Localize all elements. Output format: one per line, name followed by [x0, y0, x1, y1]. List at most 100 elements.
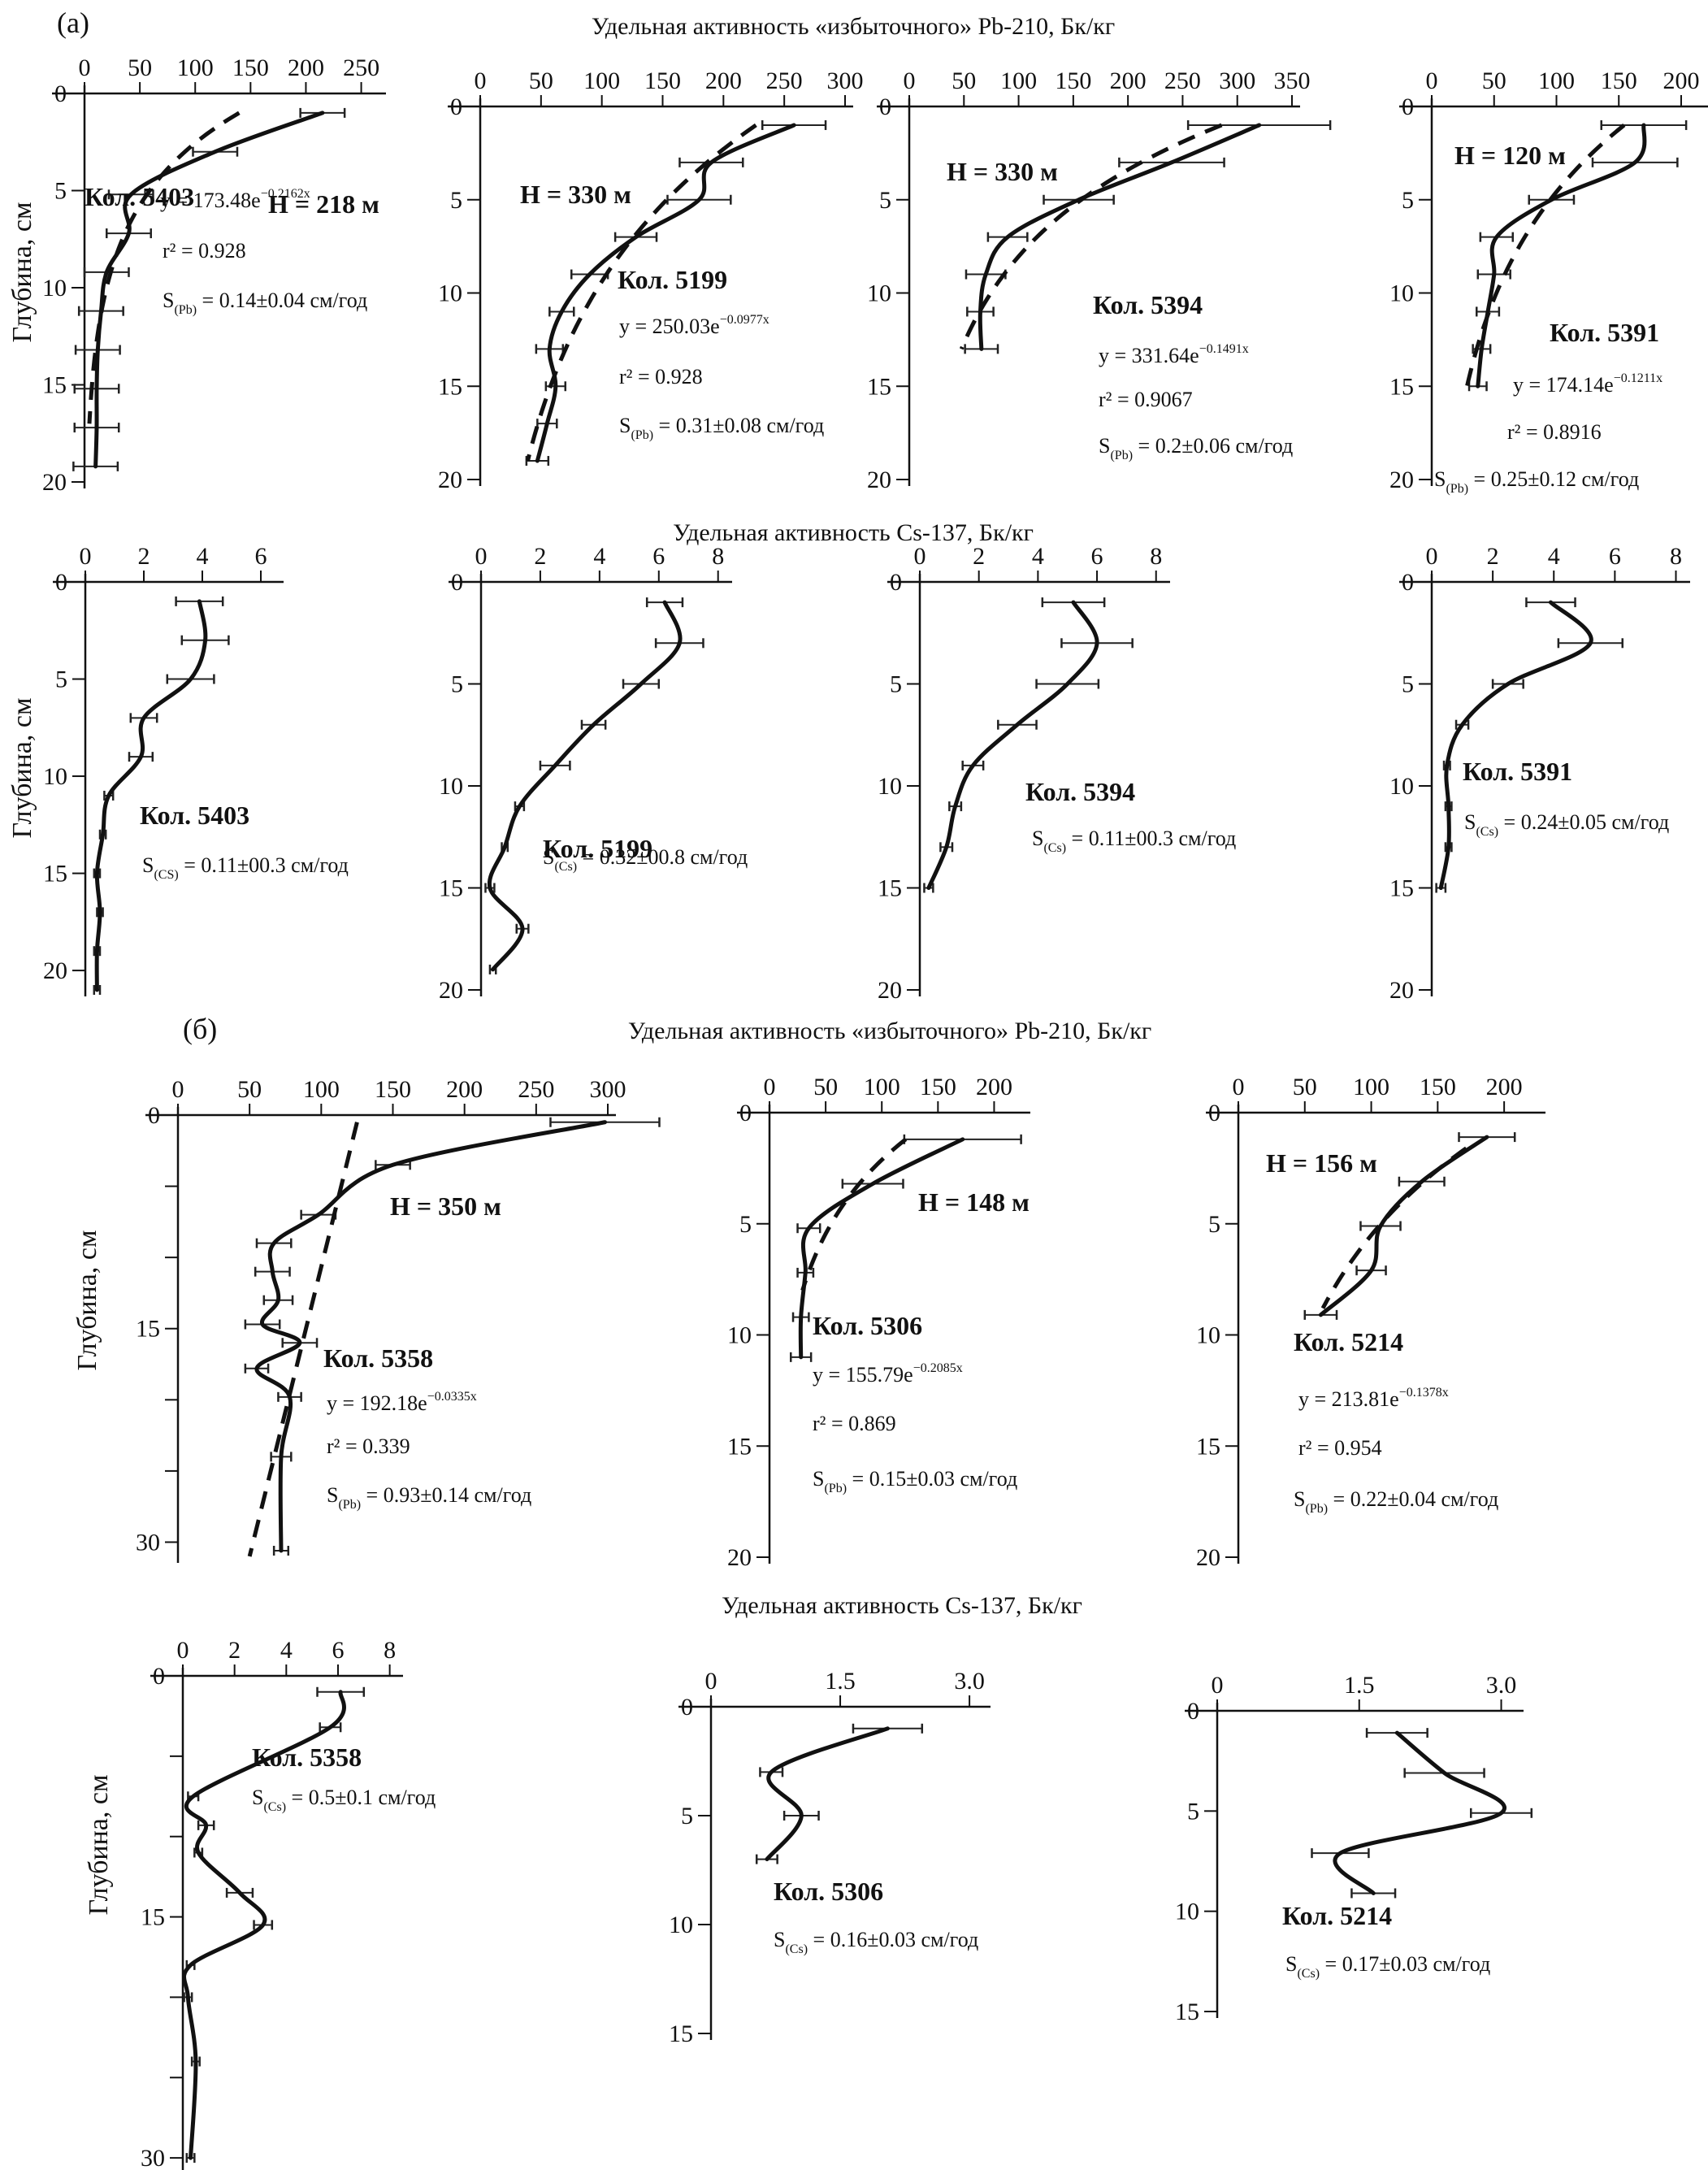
fit-equation: y = 213.81e−0.1378x [1298, 1386, 1449, 1411]
sedimentation-rate: S(Pb) = 0.25±0.12 см/год [1434, 467, 1639, 496]
y-tick-label: 5 [739, 1211, 752, 1238]
rate-subscript: (Cs) [785, 1942, 808, 1956]
x-tick-label: 50 [529, 67, 553, 94]
sedimentation-rate: S(Cs) = 0.24±0.05 см/год [1464, 810, 1669, 839]
sedimentation-rate: S(Cs) = 0.11±00.3 см/год [1032, 827, 1236, 855]
y-tick-label: 20 [1389, 977, 1414, 1004]
core-label: Кол. 5358 [252, 1743, 362, 1772]
y-tick-label: 10 [669, 1912, 693, 1938]
rate-subscript: (Pb) [824, 1482, 847, 1495]
sedimentation-rate: S(Pb) = 0.2±0.06 см/год [1099, 434, 1293, 462]
pb-title-a: Удельная активность «избыточного» Pb-210… [592, 13, 1115, 40]
x-tick-label: 100 [1353, 1074, 1389, 1100]
x-tick-label: 250 [343, 54, 379, 81]
sedimentation-rate: S(Pb) = 0.22±0.04 см/год [1294, 1487, 1498, 1516]
x-tick-label: 150 [1420, 1074, 1456, 1100]
y-tick-label: 5 [55, 666, 67, 693]
profile-line [1476, 123, 1647, 388]
r-squared: r² = 0.954 [1298, 1436, 1382, 1460]
sedimentation-rate: S(Pb) = 0.93±0.14 см/год [327, 1483, 531, 1512]
profile-line [182, 1690, 346, 2160]
y-tick-label: 0 [54, 80, 67, 107]
y-tick-label: 20 [1196, 1544, 1220, 1571]
fit-equation: y = 173.48e−0.2162x [160, 187, 310, 212]
y-tick-label: 10 [1389, 280, 1414, 307]
fit-line [800, 1137, 908, 1291]
panel-b-pb-5358: 0 50 100 150 200 250 300 0 15 30 Кол. 5358 H = 350 … [136, 1076, 661, 1563]
rate-subscript: (Pb) [174, 303, 197, 317]
y-tick-label: 15 [42, 372, 67, 399]
y-tick-label: 15 [438, 373, 462, 400]
profile-line [1438, 600, 1593, 890]
fit-equation: y = 331.64e−0.1491x [1099, 342, 1249, 367]
rate-subscript: (Pb) [1305, 1502, 1328, 1516]
sedimentation-rate: S(Pb) = 0.31±0.08 см/год [619, 414, 824, 442]
y-tick-label: 10 [1175, 1899, 1199, 1925]
y-tick-label: 0 [55, 569, 67, 596]
profile-line [535, 123, 796, 463]
y-tick-label: 15 [1196, 1433, 1220, 1460]
rate-value: = 0.24±0.05 см/год [1498, 810, 1669, 834]
fit-line [247, 1122, 359, 1557]
y-tick-label: 20 [42, 469, 67, 496]
panel-a-cs-5403: 0 2 4 6 0 5 10 15 20 Кол. 5403 S(CS) = 0.11±00.3 с… [43, 543, 349, 996]
x-tick-label: 50 [952, 67, 976, 94]
core-label: Кол. 5391 [1463, 757, 1572, 786]
rate-subscript: (Pb) [1110, 449, 1133, 462]
x-tick-label: 150 [1601, 67, 1637, 94]
y-tick-label: 10 [1389, 773, 1414, 800]
x-tick-label: 250 [1164, 67, 1201, 94]
core-label: Кол. 5214 [1294, 1327, 1403, 1356]
y-tick-label: 15 [1175, 1999, 1199, 2025]
y-tick-label: 0 [1187, 1698, 1199, 1725]
x-tick-label: 100 [303, 1076, 340, 1103]
x-tick-label: 250 [518, 1076, 554, 1103]
x-tick-label: 100 [864, 1074, 900, 1100]
y-tick-label: 0 [681, 1694, 693, 1721]
core-label: Кол. 5358 [323, 1343, 433, 1373]
x-tick-label: 100 [177, 54, 214, 81]
rate-subscript: (Pb) [631, 428, 653, 442]
water-depth-label: H = 330 м [947, 157, 1058, 186]
y-tick-label: 5 [879, 187, 891, 214]
y-tick-label: 10 [42, 275, 67, 302]
x-tick-label: 50 [1293, 1074, 1317, 1100]
x-tick-label: 0 [80, 543, 92, 570]
x-tick-label: 0 [1212, 1672, 1224, 1699]
panel-a-pb-5394: 0 50 100 150 200 250 300 350 0 5 10 15 20 Кол. 5394 H … [867, 67, 1332, 493]
exponent: −0.2162x [261, 187, 310, 201]
rate-subscript: (Pb) [338, 1498, 361, 1512]
x-tick-label: 100 [1000, 67, 1037, 94]
y-tick-label: 10 [867, 280, 891, 307]
y-tick-label: 20 [439, 977, 463, 1004]
exponent: −0.1211x [1614, 371, 1662, 385]
profile-line [93, 111, 325, 469]
exponent: −0.0335x [427, 1390, 477, 1404]
y-tick-label: 20 [867, 467, 891, 493]
exponent: −0.1378x [1399, 1386, 1449, 1400]
x-tick-label: 6 [255, 543, 267, 570]
profile-line [1333, 1730, 1506, 1895]
y-tick-label: 10 [878, 773, 902, 800]
rate-value: = 0.25±0.12 см/год [1468, 467, 1639, 491]
cs-title-b: Удельная активность Cs-137, Бк/кг [722, 1592, 1082, 1619]
y-tick-label: 15 [43, 861, 67, 888]
fit-line [526, 123, 757, 462]
x-tick-label: 0 [475, 67, 487, 94]
profile-line [94, 599, 208, 992]
panel-a-cs-5391: 0 2 4 6 8 0 5 10 15 20 Кол. 5391 S(Cs) = 0.24±0.05 … [1389, 543, 1690, 1004]
panel-b-pb-5306: 0 50 100 150 200 0 5 10 15 20 Кол. 5306 H = 148 м y … [727, 1074, 1030, 1571]
fit-line [959, 123, 1223, 350]
water-depth-label: H = 148 м [918, 1187, 1030, 1217]
x-tick-label: 1.5 [825, 1668, 856, 1695]
y-tick-label: 0 [1208, 1100, 1220, 1126]
core-label: Кол. 5394 [1025, 777, 1135, 806]
y-tick-label: 0 [879, 93, 891, 120]
rate-subscript: (Pb) [1446, 482, 1468, 496]
fit-line [87, 111, 241, 424]
panel-a-pb-5403: 0 50 100 150 200 250 0 5 10 15 20 Кол. 5403 H = 218 … [42, 54, 386, 496]
rate-value: = 0.31±0.08 см/год [653, 414, 824, 437]
y-tick-label: 15 [1389, 373, 1414, 400]
